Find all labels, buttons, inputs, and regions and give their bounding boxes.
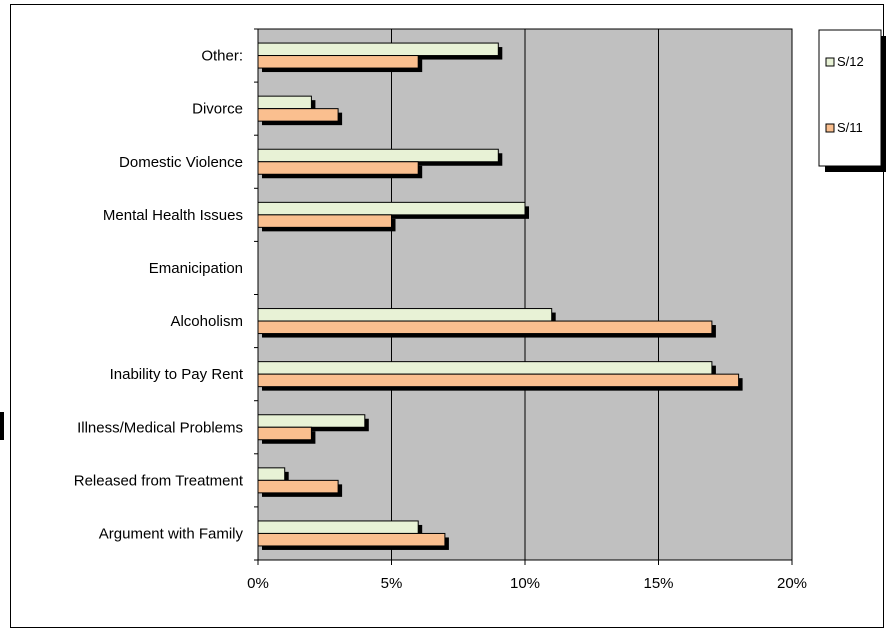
bar-s12 xyxy=(257,520,419,534)
bar-s11 xyxy=(257,161,419,175)
category-label: Divorce xyxy=(192,101,243,118)
category-label: Released from Treatment xyxy=(74,472,244,489)
legend: S/12 S/11 xyxy=(818,29,886,172)
bar-s11 xyxy=(257,532,446,547)
bar-s11 xyxy=(257,320,713,335)
legend-box xyxy=(818,29,882,167)
category-label: Inability to Pay Rent xyxy=(110,366,244,383)
legend-label: S/11 xyxy=(837,120,863,135)
category-label: Domestic Violence xyxy=(119,154,243,171)
x-tick-label: 20% xyxy=(777,575,807,592)
bar-s12 xyxy=(257,308,553,322)
x-tick-label: 0% xyxy=(247,575,269,592)
bar-s11 xyxy=(257,426,312,441)
bar-s12 xyxy=(257,414,366,428)
y-axis: Other: Divorce Domestic Violence Mental Hea… xyxy=(74,28,258,561)
bars xyxy=(257,42,743,550)
bar-s12 xyxy=(257,42,499,57)
bar-s12 xyxy=(257,201,526,216)
bar-s11 xyxy=(257,108,339,122)
bar-s11 xyxy=(257,479,339,494)
bar-s12 xyxy=(257,148,499,163)
category-label: Illness/Medical Problems xyxy=(77,419,243,436)
x-axis: 0% 5% 10% 15% 20% xyxy=(247,560,807,592)
category-label: Mental Health Issues xyxy=(103,207,243,224)
legend-label: S/12 xyxy=(837,54,864,69)
bar-s12 xyxy=(257,95,312,110)
legend-swatch xyxy=(825,57,835,67)
bar-s11 xyxy=(257,214,392,228)
category-label: Other: xyxy=(201,48,243,65)
gridlines xyxy=(391,29,659,560)
x-tick-label: 15% xyxy=(643,575,673,592)
category-label: Alcoholism xyxy=(170,313,243,330)
x-tick-label: 10% xyxy=(510,575,540,592)
category-label: Argument with Family xyxy=(99,525,244,542)
bar-s12 xyxy=(257,467,286,481)
category-label: Emanicipation xyxy=(149,260,243,277)
x-tick-label: 5% xyxy=(381,575,403,592)
bar-s11 xyxy=(257,373,740,388)
legend-swatch xyxy=(825,123,835,133)
bar-s11 xyxy=(257,55,419,69)
edge-marker xyxy=(0,412,4,440)
bar-s12 xyxy=(257,361,713,375)
